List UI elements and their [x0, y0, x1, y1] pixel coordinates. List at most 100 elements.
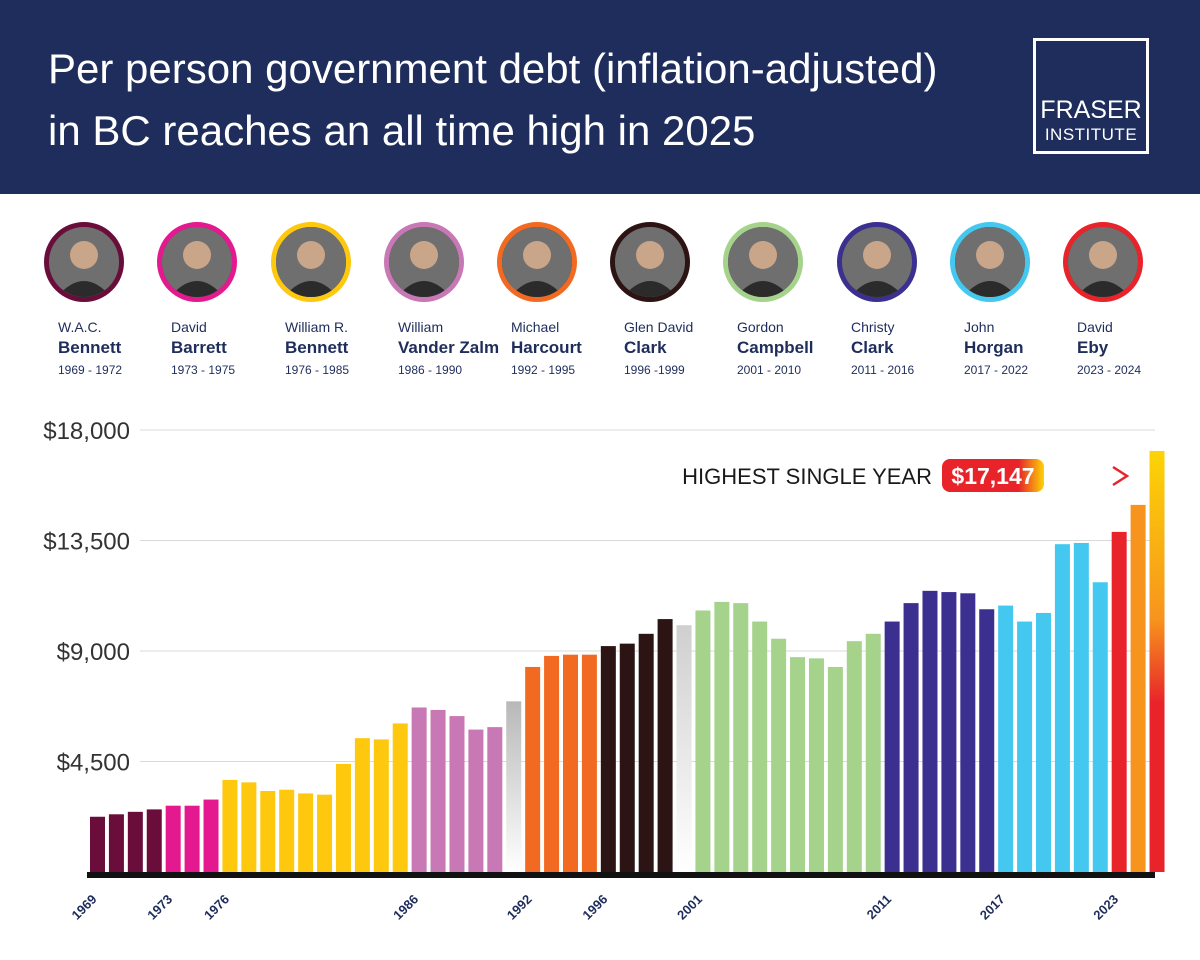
leader-term-years: 2011 - 2016 [851, 363, 915, 377]
bar-2025 [1149, 450, 1165, 872]
leader-term-years: 2017 - 2022 [964, 363, 1029, 377]
bar-1993 [544, 655, 560, 872]
bar-1990 [487, 727, 503, 872]
annotation-label: HIGHEST SINGLE YEAR [682, 464, 932, 489]
bar-2016 [979, 609, 995, 872]
leader-term-years: 2023 - 2024 [1077, 363, 1142, 377]
bar-2017 [998, 605, 1014, 872]
x-tick-label: 2001 [674, 892, 705, 923]
bar-2018 [1017, 621, 1033, 872]
bar-1994 [563, 654, 578, 872]
leader-first-name: William R. [285, 319, 348, 335]
x-tick-label: 1986 [390, 892, 421, 923]
leader-first-name: Michael [511, 319, 560, 335]
y-tick-label: $9,000 [57, 639, 130, 666]
leader-term-years: 1976 - 1985 [285, 363, 350, 377]
leader-term-years: 1992 - 1995 [511, 363, 576, 377]
leader-portrait [950, 222, 1030, 302]
leader-first-name: W.A.C. [58, 319, 102, 335]
bar-1996 [600, 646, 616, 872]
leader-portrait [271, 222, 351, 302]
bar-1988 [449, 716, 465, 872]
bar-2004 [752, 621, 768, 872]
leader-last-name: Horgan [964, 338, 1024, 357]
bar-2001 [695, 610, 711, 872]
bar-2022 [1092, 582, 1108, 872]
bar-2013 [922, 590, 938, 872]
x-tick-label: 2017 [977, 892, 1008, 923]
leader-first-name: David [171, 319, 207, 335]
x-tick-label: 1976 [201, 892, 232, 923]
bar-2015 [960, 593, 976, 872]
page-title: Per person government debt (inflation-ad… [48, 38, 978, 162]
x-tick-label: 1973 [144, 892, 175, 923]
x-tick-label: 2023 [1090, 892, 1121, 923]
leader-term-years: 1996 -1999 [624, 363, 685, 377]
bar-1975 [203, 799, 219, 872]
bar-2008 [827, 666, 843, 872]
leader-last-name: Clark [624, 338, 667, 357]
bar-2014 [941, 592, 957, 872]
bar-2024 [1130, 504, 1146, 872]
leader-portrait [610, 222, 690, 302]
leader-portrait [1063, 222, 1143, 302]
bar-1989 [468, 729, 484, 872]
bar-1980 [298, 793, 314, 872]
bar-2007 [808, 658, 824, 872]
bar-1972 [146, 809, 162, 872]
x-tick-label: 1969 [69, 892, 100, 923]
bar-1974 [184, 805, 200, 872]
bar-1970 [108, 814, 124, 872]
bar-1983 [354, 738, 370, 872]
y-tick-label: $13,500 [43, 529, 130, 556]
leader-portrait [44, 222, 124, 302]
bar-2003 [733, 603, 749, 872]
bar-1976 [222, 779, 238, 872]
bar-1971 [127, 811, 143, 872]
bar-2010 [865, 633, 881, 872]
leader-first-name: William [398, 319, 444, 335]
bar-1981 [317, 794, 333, 872]
leader-first-name: John [964, 319, 995, 335]
leader-portrait [497, 222, 577, 302]
bar-2005 [771, 638, 787, 872]
leader-portrait [384, 222, 464, 302]
bar-2011 [884, 621, 900, 872]
title-line-2: in BC reaches an all time high in 2025 [48, 107, 756, 154]
bar-1991 [506, 701, 522, 872]
fraser-institute-logo: FRASER INSTITUTE [1033, 38, 1149, 154]
bar-1997 [619, 643, 635, 872]
leader-first-name: David [1077, 319, 1113, 335]
leader-first-name: Glen David [624, 319, 694, 335]
bar-1999 [657, 619, 673, 872]
bar-2020 [1054, 544, 1070, 872]
leader-term-years: 1973 - 1975 [171, 363, 236, 377]
logo-bottom-text: INSTITUTE [1044, 125, 1138, 144]
leader-term-years: 2001 - 2010 [737, 363, 802, 377]
bar-1995 [581, 654, 597, 872]
bar-2019 [1036, 612, 1051, 872]
leader-portrait [157, 222, 237, 302]
bar-1973 [165, 805, 181, 872]
leader-last-name: Bennett [58, 338, 122, 357]
annotation-value-text: $17,147 [951, 463, 1034, 489]
leader-last-name: Bennett [285, 338, 349, 357]
bar-2006 [790, 657, 806, 872]
x-tick-label: 1992 [504, 892, 535, 923]
annotation-arrow-head [1112, 465, 1130, 487]
bar-2009 [846, 641, 862, 872]
leader-first-name: Christy [851, 319, 895, 335]
y-tick-label: $18,000 [43, 418, 130, 445]
leader-last-name: Vander Zalm [398, 338, 500, 357]
x-tick-label: 2011 [864, 892, 895, 923]
leader-last-name: Clark [851, 338, 894, 357]
leader-first-name: Gordon [737, 319, 784, 335]
leader-portrait [723, 222, 803, 302]
bar-1998 [638, 633, 654, 872]
header-banner: Per person government debt (inflation-ad… [0, 0, 1200, 194]
y-tick-label: $4,500 [57, 750, 130, 777]
bar-1978 [260, 790, 276, 872]
bar-2021 [1073, 542, 1089, 872]
x-axis-baseline [87, 872, 1155, 878]
bar-1984 [373, 739, 389, 872]
